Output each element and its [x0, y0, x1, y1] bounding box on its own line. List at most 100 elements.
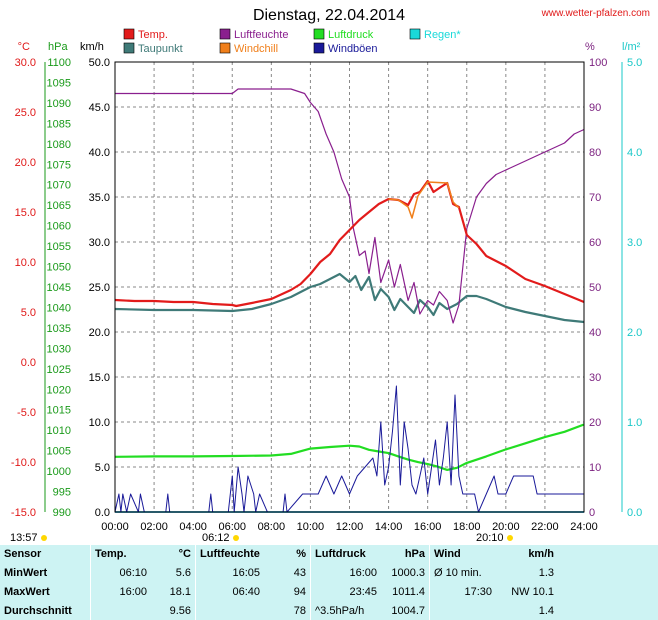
table-row: Durchschnitt 9.56 78 ^3.5hPa/h 1004.7 1.… [0, 601, 658, 620]
wind-unit-label: km/h [80, 41, 104, 53]
humidity-tick-label: 100 [589, 57, 607, 69]
hpa-tick-label: 1095 [47, 77, 71, 89]
temp-tick-label: 15.0 [15, 207, 36, 219]
temp-tick-label: 30.0 [15, 57, 36, 69]
x-tick-label: 20:00 [492, 521, 520, 533]
temp-tick-label: -5.0 [17, 407, 36, 419]
wind-value: 1.4 [538, 604, 554, 617]
header-temp-unit: °C [178, 548, 191, 561]
legend-swatch [409, 28, 421, 40]
hpa-tick-label: 1045 [47, 282, 71, 294]
press-time: ^3.5hPa/h [310, 601, 381, 620]
hpa-tick-label: 1020 [47, 384, 71, 396]
x-tick-label: 10:00 [297, 521, 325, 533]
x-tick-label: 12:00 [336, 521, 364, 533]
wind-tick-label: 20.0 [89, 327, 110, 339]
temp-tick-label: 5.0 [21, 307, 36, 319]
hpa-tick-label: 1010 [47, 425, 71, 437]
hpa-tick-label: 1060 [47, 221, 71, 233]
sunrise-label: 06:12 [202, 532, 230, 544]
humidity-unit-label: % [585, 41, 595, 53]
legend-label: Regen* [424, 29, 461, 41]
wind-tick-label: 30.0 [89, 237, 110, 249]
hum-time: 06:40 [195, 582, 264, 602]
hpa-tick-label: 1070 [47, 180, 71, 192]
header-hum-unit: % [296, 548, 306, 561]
press-value: 1004.7 [391, 604, 425, 617]
hpa-tick-label: 1100 [47, 57, 71, 69]
legend-swatch [313, 42, 325, 54]
now-marker-icon [41, 535, 47, 541]
press-value: 1000.3 [391, 567, 425, 580]
grid [115, 62, 584, 512]
hpa-tick-label: 1025 [47, 364, 71, 376]
wind-tick-label: 40.0 [89, 147, 110, 159]
hum-time [195, 601, 264, 620]
wind-tick-label: 5.0 [95, 462, 110, 474]
x-tick-label: 16:00 [414, 521, 442, 533]
header-sensor: Sensor [4, 548, 42, 561]
hpa-tick-label: 1005 [47, 446, 71, 458]
wind-time [429, 601, 496, 620]
humidity-tick-label: 40 [589, 327, 601, 339]
row-filler [558, 583, 658, 602]
hpa-tick-label: 1090 [47, 98, 71, 110]
hpa-unit-label: hPa [48, 41, 68, 53]
wind-value: 1.3 [538, 567, 554, 580]
x-tick-label: 22:00 [531, 521, 559, 533]
temp-tick-label: 25.0 [15, 107, 36, 119]
wind-tick-label: 35.0 [89, 192, 110, 204]
hpa-tick-label: 1040 [47, 302, 71, 314]
rain-tick-label: 5.0 [627, 57, 642, 69]
legend-swatch [219, 28, 231, 40]
series-windchill-line [388, 181, 460, 219]
legend-swatch [219, 42, 231, 54]
x-tick-label: 00:00 [101, 521, 129, 533]
hum-value: 43 [293, 567, 306, 580]
temp-tick-label: -10.0 [11, 457, 36, 469]
humidity-tick-label: 90 [589, 102, 601, 114]
wind-time: Ø 10 min. [429, 563, 496, 583]
humidity-tick-label: 50 [589, 282, 601, 294]
hpa-tick-label: 1000 [47, 466, 71, 478]
temp-tick-label: 0.0 [21, 357, 36, 369]
x-tick-label: 04:00 [179, 521, 207, 533]
x-tick-label: 02:00 [140, 521, 168, 533]
rain-unit-label: l/m² [622, 41, 641, 53]
header-temp: Temp. [90, 545, 151, 564]
axis-units: °C hPa km/h% l/m² [18, 41, 641, 53]
x-tick-label: 08:00 [258, 521, 286, 533]
hpa-tick-label: 990 [53, 507, 71, 519]
wind-tick-label: 0.0 [95, 507, 110, 519]
humidity-tick-label: 10 [589, 462, 601, 474]
hum-value: 78 [293, 604, 306, 617]
legend-label: Temp. [138, 29, 168, 41]
hpa-tick-label: 1075 [47, 159, 71, 171]
series-luftfeuchte-line [115, 88, 585, 324]
humidity-tick-label: 60 [589, 237, 601, 249]
rain-tick-label: 3.0 [627, 237, 642, 249]
table-row: MaxWert 16:00 18.1 06:40 94 23:45 1011.4… [0, 582, 658, 602]
temp-value: 18.1 [169, 585, 191, 598]
legend-swatch [123, 42, 135, 54]
current-time-label: 13:57 [10, 532, 38, 544]
wind-tick-label: 25.0 [89, 282, 110, 294]
hpa-tick-label: 1080 [47, 139, 71, 151]
rain-tick-label: 1.0 [627, 417, 642, 429]
summary-header-row: Sensor Temp. °C Luftfeuchte % Luftdruck … [0, 545, 658, 564]
rain-tick-label: 2.0 [627, 327, 642, 339]
header-hum: Luftfeuchte [195, 545, 264, 564]
press-time: 23:45 [310, 582, 381, 602]
plot-frame [114, 61, 585, 513]
temp-tick-label: 10.0 [15, 257, 36, 269]
hpa-tick-label: 1065 [47, 200, 71, 212]
temp-tick-label: -15.0 [11, 507, 36, 519]
series-taupunkt-line [114, 272, 585, 324]
humidity-tick-label: 20 [589, 417, 601, 429]
temp-time: 16:00 [90, 582, 151, 602]
hpa-tick-label: 995 [53, 487, 71, 499]
website-link[interactable]: www.wetter-pfalzen.com [541, 8, 650, 19]
header-wind: Wind [429, 545, 496, 564]
hpa-tick-label: 1055 [47, 241, 71, 253]
temp-unit-label: °C [18, 41, 30, 53]
